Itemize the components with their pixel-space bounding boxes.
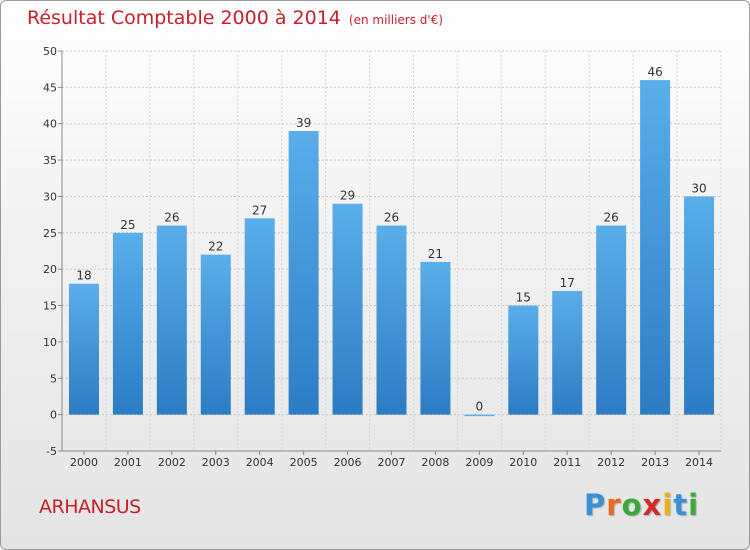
logo-letter: r: [606, 488, 622, 522]
x-tick-label: 2003: [202, 456, 230, 469]
y-tick-label: -5: [46, 445, 57, 458]
x-tick-label: 2006: [334, 456, 362, 469]
y-tick-label: 20: [43, 263, 57, 276]
bar-value-label: 18: [76, 269, 91, 283]
bar: [420, 261, 451, 415]
x-tick-label: 2008: [421, 456, 449, 469]
y-tick-label: 5: [50, 372, 57, 385]
x-tick-label: 2009: [465, 456, 493, 469]
x-tick-label: 2007: [378, 456, 406, 469]
y-tick-label: 15: [43, 300, 57, 313]
bar-value-label: 22: [208, 240, 223, 254]
bar-value-label: 29: [340, 189, 355, 203]
logo-letter: P: [584, 488, 607, 522]
y-tick-label: 0: [50, 409, 57, 422]
bar-value-label: 17: [560, 276, 575, 290]
bar-value-label: 25: [120, 218, 135, 232]
y-tick-label: 25: [43, 227, 57, 240]
bar-value-label: 27: [252, 203, 267, 217]
bar: [596, 225, 627, 415]
logo-letter: i: [662, 488, 674, 522]
axis-layer: -5 0 5 10 15 20 25 30 35 40 45 50: [43, 45, 721, 458]
bar: [332, 203, 363, 415]
x-tick-label: 2005: [290, 456, 318, 469]
bar-value-label: 30: [691, 181, 706, 195]
y-tick-label: 50: [43, 45, 57, 58]
bar: [376, 225, 407, 415]
bar-value-label: 26: [164, 211, 179, 225]
bar-value-label: 39: [296, 116, 311, 130]
logo-letter: t: [673, 488, 689, 522]
bar: [288, 131, 319, 415]
chart-title: Résultat Comptable 2000 à 2014: [27, 7, 341, 29]
x-tick-label: 2004: [246, 456, 274, 469]
x-tick-label: 2013: [641, 456, 669, 469]
bar: [684, 196, 715, 415]
x-tick-label: 2012: [597, 456, 625, 469]
bar: [640, 80, 671, 415]
logo-letter: o: [621, 488, 643, 522]
bar: [156, 225, 187, 415]
y-tick-label: 45: [43, 81, 57, 94]
chart-subtitle: (en milliers d'€): [348, 13, 444, 27]
location-name: ARHANSUS: [39, 496, 141, 518]
x-tick-label: 2010: [509, 456, 537, 469]
bar-value-label: 21: [428, 247, 443, 261]
bar-value-label: 26: [384, 211, 399, 225]
label-layer: 18 2000 25 2001 26 2002 22 2003 27 2004 39 2005 29 20…: [70, 65, 713, 469]
bar: [200, 254, 231, 415]
bar: [68, 283, 99, 415]
logo-letter: x: [642, 488, 663, 522]
bar-value-label: 46: [647, 65, 662, 79]
bar: [464, 414, 495, 417]
chart-title-block: Résultat Comptable 2000 à 2014 (en millie…: [27, 7, 443, 29]
y-tick-label: 30: [43, 190, 57, 203]
y-tick-label: 35: [43, 154, 57, 167]
bar-value-label: 15: [516, 291, 531, 305]
x-tick-label: 2001: [114, 456, 142, 469]
x-tick-label: 2014: [685, 456, 713, 469]
x-tick-label: 2000: [70, 456, 98, 469]
bar-value-label: 26: [604, 211, 619, 225]
bar: [552, 291, 583, 415]
bar: [508, 305, 539, 415]
bar: [112, 232, 143, 415]
y-tick-label: 40: [43, 118, 57, 131]
x-tick-label: 2011: [553, 456, 581, 469]
y-tick-label: 10: [43, 336, 57, 349]
x-tick-label: 2002: [158, 456, 186, 469]
bar: [244, 218, 275, 415]
bar-value-label: 0: [476, 400, 484, 414]
bar-layer: [68, 80, 715, 417]
logo-letter: i: [688, 488, 700, 522]
proxiti-logo: Proxiti: [584, 488, 699, 522]
